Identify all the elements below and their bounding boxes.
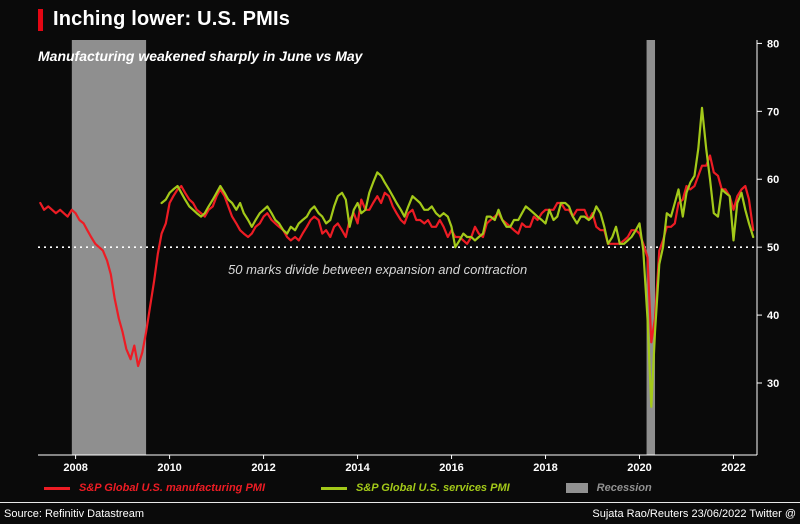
y-tick-label: 60 xyxy=(767,174,779,186)
chart-legend: S&P Global U.S. manufacturing PMI S&P Gl… xyxy=(44,482,652,494)
manufacturing-line-swatch-icon xyxy=(44,486,70,490)
chart-header: Inching lower: U.S. PMIs xyxy=(38,8,290,31)
x-tick-label: 2018 xyxy=(533,462,557,474)
x-tick-label: 2010 xyxy=(157,462,181,474)
recession-band xyxy=(71,40,147,455)
manufacturing-pmi-line xyxy=(39,154,755,368)
chart-footer: Source: Refinitiv Datastream Sujata Rao/… xyxy=(0,502,800,524)
x-tick-label: 2022 xyxy=(721,462,745,474)
services-line-swatch-icon xyxy=(321,486,348,490)
x-tick-label: 2020 xyxy=(627,462,651,474)
legend-label: S&P Global U.S. services PMI xyxy=(356,482,510,494)
y-tick-label: 70 xyxy=(767,106,779,118)
services-pmi-line xyxy=(160,106,755,408)
recession-box-swatch-icon xyxy=(565,483,588,493)
legend-item-manufacturing: S&P Global U.S. manufacturing PMI xyxy=(44,482,265,494)
legend-label: Recession xyxy=(596,482,652,494)
threshold-annotation: 50 marks divide between expansion and co… xyxy=(228,262,528,277)
pmi-line-chart: 2008 2010 2012 2014 2016 2018 2020 2022 30 40 50 60… xyxy=(38,38,779,474)
legend-item-recession: Recession xyxy=(565,482,652,494)
x-tick-label: 2014 xyxy=(345,462,370,474)
x-tick-label: 2012 xyxy=(251,462,275,474)
y-tick-label: 50 xyxy=(767,242,779,254)
reuters-red-bar-icon xyxy=(38,8,43,31)
chart-subtitle: Manufacturing weakened sharply in June v… xyxy=(38,48,363,64)
x-tick-label: 2016 xyxy=(439,462,463,474)
source-attribution: Source: Refinitiv Datastream xyxy=(4,507,144,520)
legend-item-services: S&P Global U.S. services PMI xyxy=(321,482,510,494)
chart-title: Inching lower: U.S. PMIs xyxy=(53,8,291,30)
legend-label: S&P Global U.S. manufacturing PMI xyxy=(79,482,266,494)
x-tick-label: 2008 xyxy=(63,462,87,474)
y-tick-label: 40 xyxy=(767,310,779,322)
y-tick-label: 80 xyxy=(767,38,779,50)
author-credit: Sujata Rao/Reuters 23/06/2022 Twitter @ xyxy=(592,507,796,520)
y-tick-label: 30 xyxy=(767,378,779,390)
